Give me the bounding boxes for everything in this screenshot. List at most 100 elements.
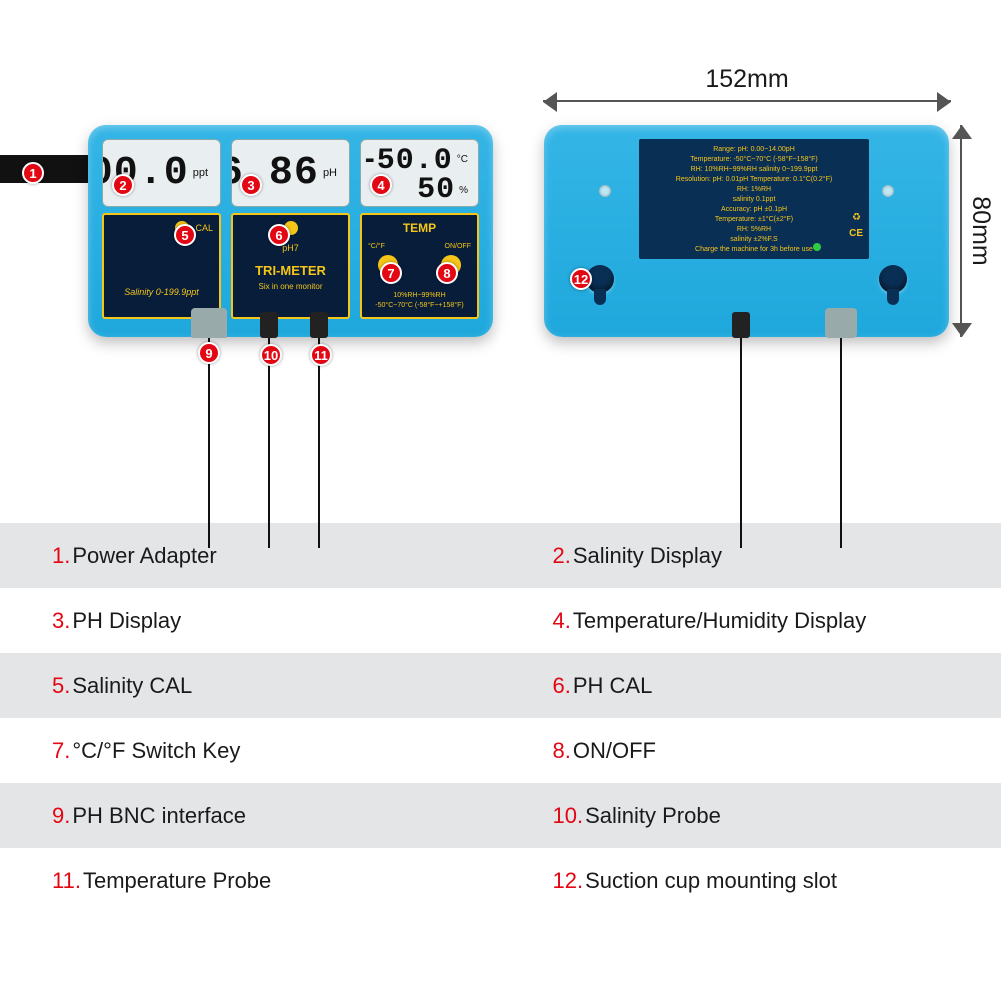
salinity-display: 00.0 ppt	[102, 139, 221, 207]
spec-line: salinity 0.1ppt	[647, 195, 861, 205]
callout-marker-6: 6	[268, 224, 290, 246]
legend-item-5: 5.Salinity CAL	[0, 653, 501, 718]
height-dimension-label: 80mm	[966, 196, 995, 265]
legend-label: °C/°F Switch Key	[72, 738, 240, 764]
rh-unit: %	[459, 185, 468, 196]
callout-marker-10: 10	[260, 344, 282, 366]
spec-line: Accuracy: pH ±0.1pH	[647, 205, 861, 215]
legend-number: 1.	[52, 543, 70, 569]
temp-value: 50.0	[377, 147, 453, 175]
product-infographic: 152mm 80mm 00.0 ppt 6.86 pH -	[0, 0, 1001, 913]
spec-line: RH: 5%RH	[647, 225, 861, 235]
ph-unit: pH	[323, 167, 337, 179]
legend-label: PH CAL	[573, 673, 652, 699]
temp-humidity-display: - 50.0 °C 50 %	[360, 139, 479, 207]
legend-row: 11.Temperature Probe12.Suction cup mount…	[0, 848, 1001, 913]
spec-line: Charge the machine for 3h before use	[647, 245, 861, 255]
spec-plate: Range: pH: 0.00~14.00pH Temperature: -50…	[639, 139, 869, 259]
legend-label: Power Adapter	[72, 543, 216, 569]
legend-item-10: 10.Salinity Probe	[501, 783, 1001, 848]
brand-sub: Six in one monitor	[239, 282, 342, 291]
spec-line: RH: 1%RH	[647, 185, 861, 195]
weee-icon: ♻	[852, 213, 861, 223]
lcd-row: 00.0 ppt 6.86 pH - 50.0 °C 50 %	[88, 125, 493, 213]
ph-panel: pH7 TRI-METER Six in one monitor	[231, 213, 350, 319]
back-connector	[740, 338, 742, 548]
legend-label: PH BNC interface	[72, 803, 246, 829]
spec-line: Temperature: ±1°C(±2°F)	[647, 215, 861, 225]
screw-icon	[599, 185, 611, 197]
suction-cup-slot	[877, 265, 909, 305]
ph-display: 6.86 pH	[231, 139, 350, 207]
temp-panel-spec: 10%RH~99%RH -50°C~70°C (-58°F~+158°F)	[362, 291, 477, 311]
callout-marker-7: 7	[380, 262, 402, 284]
legend-item-9: 9.PH BNC interface	[0, 783, 501, 848]
legend-item-7: 7.°C/°F Switch Key	[0, 718, 501, 783]
salinity-probe-wire	[268, 338, 270, 548]
salinity-panel: CAL Salinity 0-199.9ppt	[102, 213, 221, 319]
legend-item-8: 8.ON/OFF	[501, 718, 1001, 783]
callout-marker-11: 11	[310, 344, 332, 366]
legend-label: Temperature/Humidity Display	[573, 608, 866, 634]
legend-label: Suction cup mounting slot	[585, 868, 837, 894]
legend-label: Temperature Probe	[83, 868, 271, 894]
legend-number: 10.	[553, 803, 584, 829]
legend-number: 6.	[553, 673, 571, 699]
rh-value: 50	[417, 176, 455, 204]
salinity-range: Salinity 0-199.9ppt	[104, 287, 219, 297]
spec-line: Temperature: -50°C~70°C (-58°F~158°F)	[647, 155, 861, 165]
legend-row: 9.PH BNC interface10.Salinity Probe	[0, 783, 1001, 848]
temp-unit: °C	[457, 154, 468, 165]
callout-marker-9: 9	[198, 342, 220, 364]
temp-panel-title: TEMP	[368, 221, 471, 235]
legend-label: Salinity Probe	[585, 803, 721, 829]
spec-line: salinity ±2%F.S	[647, 235, 861, 245]
legend-item-12: 12.Suction cup mounting slot	[501, 848, 1001, 913]
power-adapter-strap	[0, 155, 92, 183]
legend-item-6: 6.PH CAL	[501, 653, 1001, 718]
temp-panel: TEMP °C/°F ON/OFF 10%RH~99%RH -50°C~70°C…	[360, 213, 479, 319]
legend-item-3: 3.PH Display	[0, 588, 501, 653]
temp-sign: -	[365, 142, 375, 176]
legend-number: 4.	[553, 608, 571, 634]
salinity-unit: ppt	[193, 167, 208, 179]
salinity-cal-label: CAL	[195, 223, 213, 233]
ph-bnc-connector	[208, 338, 210, 548]
ce-mark: CE	[849, 229, 863, 239]
temperature-probe-wire	[318, 338, 320, 548]
callout-marker-12: 12	[570, 268, 592, 290]
spec-line: Resolution: pH: 0.01pH Temperature: 0.1°…	[647, 175, 861, 185]
legend-label: Salinity CAL	[72, 673, 192, 699]
screw-icon	[882, 185, 894, 197]
device-back: Range: pH: 0.00~14.00pH Temperature: -50…	[544, 125, 949, 337]
legend-item-2: 2.Salinity Display	[501, 523, 1001, 588]
callout-marker-5: 5	[174, 224, 196, 246]
legend-number: 9.	[52, 803, 70, 829]
height-dimension-line	[960, 125, 962, 337]
callout-marker-4: 4	[370, 174, 392, 196]
onoff-label: ON/OFF	[445, 243, 471, 250]
brand-name: TRI-METER	[239, 263, 342, 278]
callout-marker-8: 8	[436, 262, 458, 284]
temp-spec-line2: -50°C~70°C (-58°F~+158°F)	[362, 301, 477, 311]
height-dimension: 80mm	[960, 125, 1000, 337]
cf-switch-label: °C/°F	[368, 243, 385, 250]
spec-line: Range: pH: 0.00~14.00pH	[647, 145, 861, 155]
panel-row: CAL Salinity 0-199.9ppt pH7 TRI-METER Si…	[88, 213, 493, 329]
legend-number: 3.	[52, 608, 70, 634]
legend-row: 7.°C/°F Switch Key8.ON/OFF	[0, 718, 1001, 783]
width-dimension: 152mm	[543, 65, 951, 102]
back-bnc-connector	[840, 338, 842, 548]
width-dimension-label: 152mm	[705, 65, 788, 93]
legend-row: 1.Power Adapter2.Salinity Display	[0, 523, 1001, 588]
legend-item-11: 11.Temperature Probe	[0, 848, 501, 913]
legend-item-1: 1.Power Adapter	[0, 523, 501, 588]
legend-label: PH Display	[72, 608, 181, 634]
legend-number: 5.	[52, 673, 70, 699]
legend-number: 7.	[52, 738, 70, 764]
ph-cal-label: pH7	[239, 243, 342, 253]
callout-marker-3: 3	[240, 174, 262, 196]
width-dimension-line	[543, 100, 951, 102]
device-front: 00.0 ppt 6.86 pH - 50.0 °C 50 %	[88, 125, 493, 337]
product-photo-area: 152mm 80mm 00.0 ppt 6.86 pH -	[0, 0, 1001, 523]
